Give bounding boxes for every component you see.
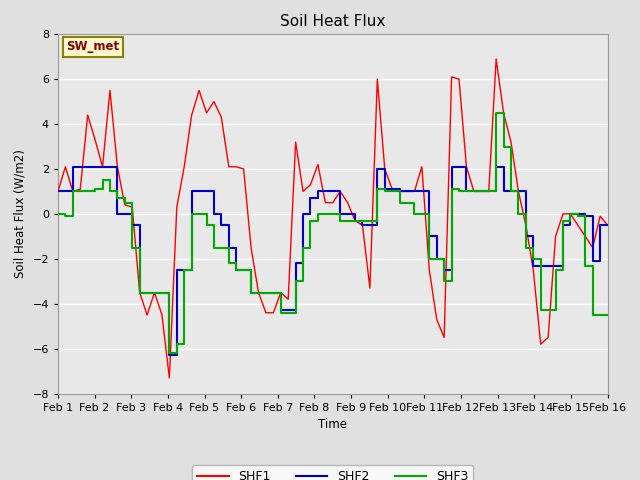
Y-axis label: Soil Heat Flux (W/m2): Soil Heat Flux (W/m2) bbox=[14, 149, 27, 278]
SHF1 bbox=[559, 211, 567, 217]
SHF2 bbox=[106, 164, 114, 169]
SHF1 bbox=[166, 375, 173, 381]
SHF1 bbox=[507, 139, 515, 145]
SHF3 bbox=[54, 211, 62, 217]
SHF2 bbox=[604, 222, 611, 228]
SHF3 bbox=[604, 312, 611, 318]
SHF2 bbox=[166, 352, 173, 358]
Text: SW_met: SW_met bbox=[66, 40, 119, 53]
SHF1 bbox=[522, 222, 530, 228]
SHF3 bbox=[492, 110, 500, 116]
SHF2 bbox=[500, 189, 508, 194]
SHF3 bbox=[507, 189, 515, 194]
SHF3 bbox=[522, 245, 530, 251]
X-axis label: Time: Time bbox=[318, 418, 348, 431]
SHF3 bbox=[166, 350, 173, 356]
SHF1 bbox=[492, 56, 500, 62]
SHF3 bbox=[559, 218, 567, 224]
SHF1 bbox=[477, 189, 485, 194]
Line: SHF3: SHF3 bbox=[58, 113, 607, 353]
Line: SHF2: SHF2 bbox=[58, 167, 607, 355]
SHF1 bbox=[604, 222, 611, 228]
SHF1 bbox=[54, 189, 62, 194]
SHF1 bbox=[500, 110, 508, 116]
SHF2 bbox=[69, 164, 77, 169]
SHF2 bbox=[522, 233, 530, 239]
SHF2 bbox=[485, 189, 493, 194]
SHF3 bbox=[500, 144, 508, 149]
SHF2 bbox=[559, 222, 567, 228]
Legend: SHF1, SHF2, SHF3: SHF1, SHF2, SHF3 bbox=[193, 465, 473, 480]
SHF3 bbox=[99, 177, 106, 183]
SHF2 bbox=[54, 189, 62, 194]
SHF1 bbox=[99, 164, 106, 169]
Line: SHF1: SHF1 bbox=[58, 59, 607, 378]
SHF2 bbox=[507, 189, 515, 194]
Title: Soil Heat Flux: Soil Heat Flux bbox=[280, 14, 385, 29]
SHF3 bbox=[477, 189, 485, 194]
